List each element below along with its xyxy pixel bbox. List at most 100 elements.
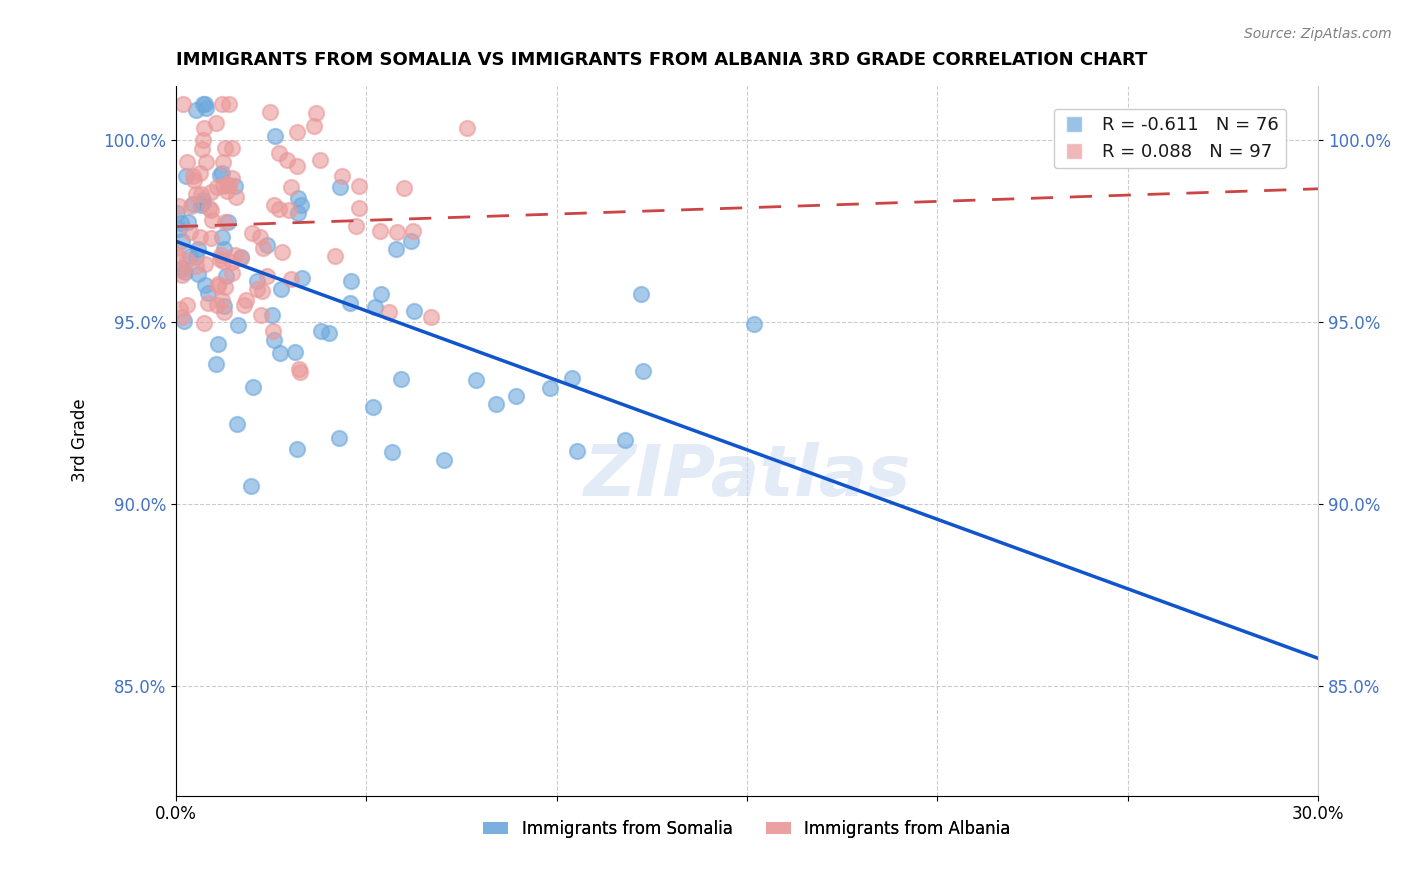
Immigrants from Albania bbox=[214, 279, 236, 293]
Immigrants from Albania bbox=[263, 198, 285, 212]
Immigrants from Somalia bbox=[399, 235, 422, 249]
Immigrants from Somalia bbox=[231, 251, 253, 265]
Immigrants from Somalia bbox=[194, 101, 217, 115]
Immigrants from Albania bbox=[347, 178, 370, 193]
Immigrants from Albania bbox=[215, 178, 238, 192]
Immigrants from Albania bbox=[211, 293, 233, 307]
Immigrants from Albania bbox=[201, 212, 224, 227]
Immigrants from Somalia bbox=[214, 300, 236, 314]
Immigrants from Albania bbox=[197, 296, 219, 310]
Immigrants from Albania bbox=[218, 178, 240, 193]
Immigrants from Albania bbox=[211, 155, 233, 169]
Immigrants from Somalia bbox=[204, 357, 226, 371]
Immigrants from Somalia bbox=[184, 103, 207, 117]
Immigrants from Somalia bbox=[631, 364, 654, 378]
Immigrants from Somalia bbox=[339, 296, 361, 310]
Immigrants from Albania bbox=[193, 316, 215, 330]
Text: ZIPatlas: ZIPatlas bbox=[583, 442, 911, 510]
Immigrants from Albania bbox=[392, 181, 415, 195]
Immigrants from Somalia bbox=[214, 268, 236, 283]
Immigrants from Albania bbox=[288, 365, 311, 379]
Immigrants from Albania bbox=[262, 324, 284, 338]
Immigrants from Albania bbox=[368, 224, 391, 238]
Immigrants from Somalia bbox=[197, 286, 219, 301]
Immigrants from Albania bbox=[190, 229, 212, 244]
Immigrants from Albania bbox=[304, 119, 326, 133]
Immigrants from Somalia bbox=[370, 287, 392, 301]
Immigrants from Albania bbox=[188, 166, 211, 180]
Immigrants from Albania bbox=[252, 285, 274, 299]
Immigrants from Albania bbox=[252, 241, 274, 255]
Immigrants from Albania bbox=[276, 153, 298, 168]
Legend: Immigrants from Somalia, Immigrants from Albania: Immigrants from Somalia, Immigrants from… bbox=[477, 813, 1018, 844]
Immigrants from Somalia bbox=[630, 287, 652, 301]
Immigrants from Albania bbox=[305, 106, 328, 120]
Immigrants from Albania bbox=[242, 226, 264, 240]
Immigrants from Albania bbox=[323, 249, 346, 263]
Immigrants from Albania bbox=[205, 179, 228, 194]
Immigrants from Somalia bbox=[194, 278, 217, 293]
Immigrants from Somalia bbox=[228, 318, 250, 333]
Immigrants from Somalia bbox=[742, 318, 765, 332]
Immigrants from Albania bbox=[211, 96, 233, 111]
Immigrants from Somalia bbox=[169, 216, 191, 230]
Immigrants from Albania bbox=[233, 298, 256, 312]
Immigrants from Somalia bbox=[538, 381, 561, 395]
Immigrants from Somalia bbox=[340, 275, 363, 289]
Immigrants from Somalia bbox=[166, 206, 188, 220]
Immigrants from Somalia bbox=[211, 229, 233, 244]
Immigrants from Somalia bbox=[172, 260, 194, 275]
Immigrants from Albania bbox=[200, 230, 222, 244]
Immigrants from Albania bbox=[191, 133, 214, 147]
Immigrants from Albania bbox=[179, 225, 201, 239]
Immigrants from Somalia bbox=[191, 96, 214, 111]
Immigrants from Albania bbox=[200, 185, 222, 199]
Immigrants from Albania bbox=[270, 245, 292, 260]
Immigrants from Albania bbox=[256, 268, 278, 283]
Immigrants from Albania bbox=[212, 254, 235, 268]
Immigrants from Somalia bbox=[318, 326, 340, 340]
Text: Source: ZipAtlas.com: Source: ZipAtlas.com bbox=[1244, 27, 1392, 41]
Immigrants from Albania bbox=[205, 298, 228, 312]
Immigrants from Albania bbox=[221, 141, 243, 155]
Immigrants from Albania bbox=[267, 145, 290, 160]
Immigrants from Albania bbox=[330, 169, 353, 183]
Immigrants from Somalia bbox=[246, 274, 269, 288]
Immigrants from Somalia bbox=[187, 242, 209, 256]
Immigrants from Somalia bbox=[177, 215, 200, 229]
Immigrants from Albania bbox=[278, 203, 301, 218]
Immigrants from Somalia bbox=[191, 193, 214, 207]
Immigrants from Somalia bbox=[194, 96, 217, 111]
Immigrants from Somalia bbox=[184, 250, 207, 264]
Immigrants from Albania bbox=[166, 250, 188, 264]
Immigrants from Albania bbox=[165, 241, 187, 255]
Immigrants from Albania bbox=[280, 271, 302, 285]
Immigrants from Somalia bbox=[187, 267, 209, 281]
Immigrants from Somalia bbox=[364, 300, 387, 314]
Immigrants from Albania bbox=[225, 189, 247, 203]
Immigrants from Somalia bbox=[240, 479, 263, 493]
Immigrants from Albania bbox=[221, 266, 243, 280]
Immigrants from Somalia bbox=[381, 445, 404, 459]
Immigrants from Somalia bbox=[174, 169, 197, 183]
Immigrants from Albania bbox=[402, 224, 425, 238]
Immigrants from Albania bbox=[249, 229, 271, 244]
Immigrants from Albania bbox=[214, 215, 236, 229]
Immigrants from Somalia bbox=[173, 264, 195, 278]
Immigrants from Albania bbox=[224, 248, 246, 262]
Immigrants from Albania bbox=[209, 248, 232, 262]
Immigrants from Albania bbox=[347, 201, 370, 215]
Immigrants from Somalia bbox=[614, 434, 637, 448]
Immigrants from Albania bbox=[176, 252, 198, 267]
Y-axis label: 3rd Grade: 3rd Grade bbox=[72, 399, 89, 483]
Immigrants from Albania bbox=[170, 268, 193, 282]
Immigrants from Somalia bbox=[287, 191, 309, 205]
Immigrants from Albania bbox=[456, 120, 478, 135]
Immigrants from Somalia bbox=[208, 168, 231, 182]
Immigrants from Somalia bbox=[217, 214, 239, 228]
Immigrants from Somalia bbox=[262, 308, 284, 322]
Immigrants from Albania bbox=[170, 310, 193, 325]
Immigrants from Albania bbox=[212, 179, 235, 194]
Immigrants from Albania bbox=[205, 116, 228, 130]
Immigrants from Albania bbox=[235, 293, 257, 307]
